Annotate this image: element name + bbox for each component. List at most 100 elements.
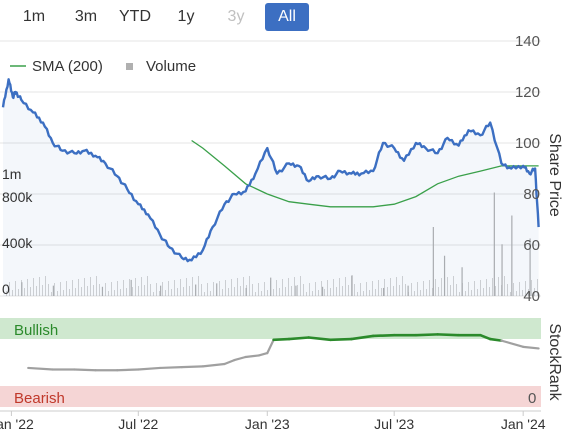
volume-tick-label: 800k xyxy=(2,189,33,205)
volume-bar xyxy=(531,280,532,296)
volume-bar xyxy=(405,284,406,296)
volume-bar xyxy=(165,290,166,296)
volume-bar xyxy=(351,276,352,296)
volume-bar xyxy=(27,279,28,296)
volume-bar xyxy=(363,291,364,296)
volume-bar xyxy=(267,290,268,296)
volume-bar xyxy=(192,277,193,296)
volume-bar xyxy=(129,279,130,296)
volume-bar xyxy=(93,285,94,296)
volume-bar xyxy=(99,284,100,296)
volume-bar xyxy=(519,282,520,296)
volume-bar xyxy=(537,279,538,296)
volume-bar xyxy=(114,290,115,296)
chart-legend: SMA (200) Volume xyxy=(10,58,196,75)
price-tick-label: 60 xyxy=(523,237,540,254)
volume-bar xyxy=(168,281,169,296)
volume-bar xyxy=(444,286,445,296)
volume-bar xyxy=(18,289,19,296)
volume-bar xyxy=(252,284,253,296)
volume-bar xyxy=(534,288,535,296)
volume-bar xyxy=(480,280,481,296)
volume-bar xyxy=(342,286,343,296)
volume-bar xyxy=(366,282,367,296)
stockrank-segment xyxy=(488,337,503,342)
volume-bar xyxy=(348,285,349,296)
stockrank-segment xyxy=(307,336,332,342)
volume-bar xyxy=(450,285,451,296)
stockrank-segment xyxy=(272,337,291,342)
range-ytd-button[interactable]: YTD xyxy=(119,8,151,25)
volume-bar xyxy=(417,282,418,296)
stockrank-segment xyxy=(436,333,460,337)
volume-bar xyxy=(336,287,337,296)
volume-bar xyxy=(160,285,162,296)
volume-bar xyxy=(222,289,223,296)
volume-bar xyxy=(492,278,493,296)
x-tick-label: Jan '24 xyxy=(501,416,546,431)
volume-bar xyxy=(426,289,427,296)
volume-bar xyxy=(411,283,412,296)
volume-bar xyxy=(384,279,385,296)
volume-bar xyxy=(147,276,148,296)
volume-axis-ticks: 1m 800k 400k 0 xyxy=(2,166,33,297)
volume-bar xyxy=(42,285,43,296)
price-tick-label: 100 xyxy=(515,135,540,152)
volume-bar xyxy=(285,287,286,296)
range-1y-button[interactable]: 1y xyxy=(177,8,195,25)
volume-bar xyxy=(144,285,145,296)
volume-bar xyxy=(288,278,289,296)
volume-bar xyxy=(461,267,463,296)
volume-bar xyxy=(84,278,85,296)
volume-bar xyxy=(249,276,250,296)
volume-bar xyxy=(474,281,475,296)
x-tick-label: Jan '22 xyxy=(0,416,34,431)
sma-200-line xyxy=(191,139,539,208)
volume-tick-label: 400k xyxy=(2,235,33,251)
volume-bar xyxy=(408,292,409,296)
volume-bar xyxy=(198,276,199,296)
volume-bar xyxy=(130,279,132,296)
volume-bar xyxy=(279,288,280,296)
volume-bar xyxy=(186,278,187,296)
volume-bar xyxy=(357,292,358,296)
volume-bar xyxy=(459,292,460,296)
volume-bar xyxy=(504,276,505,296)
volume-bar xyxy=(387,287,388,296)
volume-bar xyxy=(87,286,88,296)
volume-bar xyxy=(228,288,229,296)
volume-bar xyxy=(501,244,503,296)
volume-bar xyxy=(48,284,49,296)
range-1m-button[interactable]: 1m xyxy=(22,8,46,25)
volume-bar xyxy=(396,277,397,296)
volume-bar xyxy=(489,287,490,296)
range-all-button[interactable]: All xyxy=(265,3,309,31)
volume-bar xyxy=(462,283,463,296)
price-area xyxy=(3,79,539,296)
volume-bar xyxy=(324,289,325,296)
range-3m-button[interactable]: 3m xyxy=(74,8,98,25)
volume-bar xyxy=(180,279,181,296)
price-tick-label: 120 xyxy=(515,84,540,101)
stockrank-segment xyxy=(479,333,492,341)
volume-bar xyxy=(183,287,184,296)
volume-bar xyxy=(295,285,297,296)
volume-bar xyxy=(522,290,523,296)
volume-bar xyxy=(234,287,235,296)
stockrank-axis-title: StockRank xyxy=(546,323,563,401)
stockrank-segment xyxy=(73,368,97,372)
volume-bar xyxy=(72,280,73,296)
volume-bar xyxy=(318,290,319,296)
stockrank-segment xyxy=(233,355,247,362)
volume-bar xyxy=(483,288,484,296)
volume-bar xyxy=(243,277,244,296)
legend-sma-label: SMA (200) xyxy=(32,58,103,75)
volume-bar xyxy=(276,280,277,296)
volume-bar xyxy=(195,285,196,296)
stockrank-segment xyxy=(201,362,226,368)
stockrank-segment xyxy=(244,354,260,359)
volume-bar xyxy=(75,288,76,296)
stockrank-segment xyxy=(116,368,140,372)
volume-bar xyxy=(453,276,454,296)
stockrank-segment xyxy=(287,336,310,341)
